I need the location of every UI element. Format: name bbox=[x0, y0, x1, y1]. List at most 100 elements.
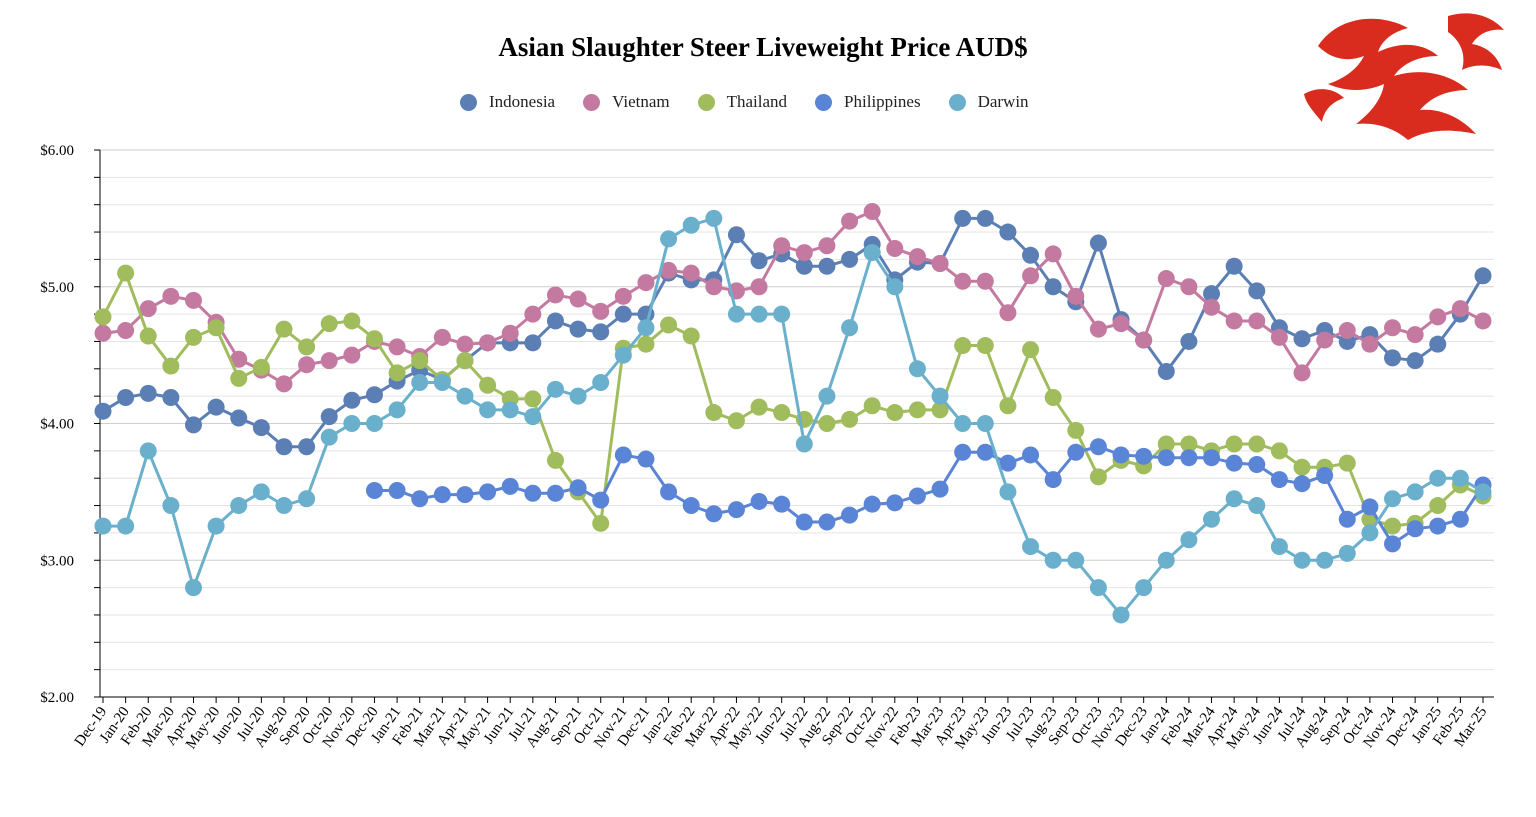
point-philippines bbox=[727, 501, 745, 519]
point-darwin bbox=[1248, 497, 1266, 515]
legend-item-vietnam[interactable]: Vietnam bbox=[583, 92, 670, 112]
point-indonesia bbox=[320, 408, 338, 426]
point-indonesia bbox=[1203, 285, 1221, 303]
point-darwin bbox=[298, 490, 316, 508]
point-vietnam bbox=[162, 287, 180, 305]
point-thailand bbox=[207, 319, 225, 337]
point-thailand bbox=[637, 335, 655, 353]
legend-item-philippines[interactable]: Philippines bbox=[815, 92, 921, 112]
point-vietnam bbox=[841, 212, 859, 230]
point-vietnam bbox=[501, 324, 519, 342]
point-vietnam bbox=[1022, 267, 1040, 285]
legend-item-indonesia[interactable]: Indonesia bbox=[460, 92, 555, 112]
point-philippines bbox=[411, 490, 429, 508]
legend-swatch bbox=[460, 93, 477, 111]
point-indonesia bbox=[162, 389, 180, 407]
point-vietnam bbox=[682, 264, 700, 282]
legend: Indonesia Vietnam Thailand Philippines Darwi… bbox=[460, 92, 1057, 112]
point-thailand bbox=[94, 308, 112, 326]
point-indonesia bbox=[1089, 234, 1107, 252]
point-thailand bbox=[1022, 341, 1040, 359]
point-darwin bbox=[795, 435, 813, 453]
point-indonesia bbox=[999, 223, 1017, 241]
point-philippines bbox=[569, 479, 587, 497]
point-philippines bbox=[1135, 447, 1153, 465]
point-darwin bbox=[592, 373, 610, 391]
point-vietnam bbox=[1429, 308, 1447, 326]
point-vietnam bbox=[592, 302, 610, 320]
point-thailand bbox=[818, 415, 836, 432]
point-thailand bbox=[546, 451, 564, 469]
point-philippines bbox=[1089, 438, 1107, 456]
point-indonesia bbox=[252, 419, 270, 437]
point-thailand bbox=[275, 320, 293, 338]
point-vietnam bbox=[1044, 245, 1062, 263]
point-darwin bbox=[1270, 538, 1288, 556]
y-tick-label: $2.00 bbox=[40, 690, 74, 706]
point-thailand bbox=[1293, 458, 1311, 476]
point-indonesia bbox=[117, 389, 135, 407]
point-darwin bbox=[569, 387, 587, 405]
legend-item-thailand[interactable]: Thailand bbox=[697, 92, 787, 112]
point-thailand bbox=[320, 315, 338, 333]
point-vietnam bbox=[1112, 315, 1130, 333]
point-vietnam bbox=[750, 278, 768, 296]
point-vietnam bbox=[1361, 335, 1379, 353]
point-vietnam bbox=[456, 335, 474, 353]
point-vietnam bbox=[343, 346, 361, 364]
point-thailand bbox=[1225, 435, 1243, 453]
point-thailand bbox=[388, 364, 406, 382]
point-thailand bbox=[252, 358, 270, 376]
point-darwin bbox=[456, 387, 474, 405]
point-philippines bbox=[1293, 475, 1311, 493]
point-indonesia bbox=[207, 398, 225, 416]
point-thailand bbox=[162, 357, 180, 375]
point-indonesia bbox=[818, 257, 836, 275]
point-darwin bbox=[1338, 544, 1356, 562]
point-darwin bbox=[908, 360, 926, 378]
point-vietnam bbox=[1135, 331, 1153, 349]
point-darwin bbox=[184, 579, 202, 597]
point-darwin bbox=[1316, 551, 1334, 569]
point-darwin bbox=[343, 415, 361, 432]
point-philippines bbox=[682, 497, 700, 515]
point-darwin bbox=[1203, 510, 1221, 528]
point-thailand bbox=[411, 352, 429, 370]
point-thailand bbox=[750, 398, 768, 416]
point-thailand bbox=[1270, 442, 1288, 460]
legend-label: Darwin bbox=[977, 92, 1029, 111]
point-darwin bbox=[682, 216, 700, 234]
point-vietnam bbox=[1248, 312, 1266, 330]
point-philippines bbox=[524, 484, 542, 502]
point-vietnam bbox=[524, 305, 542, 323]
point-vietnam bbox=[433, 328, 451, 346]
point-darwin bbox=[117, 517, 135, 535]
point-indonesia bbox=[1474, 267, 1492, 285]
point-indonesia bbox=[614, 305, 632, 323]
point-vietnam bbox=[569, 290, 587, 308]
point-philippines bbox=[908, 487, 926, 505]
point-indonesia bbox=[954, 209, 972, 227]
point-indonesia bbox=[976, 209, 994, 227]
point-philippines bbox=[660, 483, 678, 501]
point-darwin bbox=[773, 305, 791, 323]
point-vietnam bbox=[230, 350, 248, 368]
point-darwin bbox=[1474, 483, 1492, 501]
point-thailand bbox=[298, 338, 316, 356]
legend-item-darwin[interactable]: Darwin bbox=[948, 92, 1029, 112]
point-philippines bbox=[388, 482, 406, 500]
point-vietnam bbox=[1270, 328, 1288, 346]
point-vietnam bbox=[479, 334, 497, 352]
point-indonesia bbox=[230, 409, 248, 427]
point-philippines bbox=[1044, 471, 1062, 489]
point-philippines bbox=[501, 477, 519, 495]
point-indonesia bbox=[592, 323, 610, 341]
point-indonesia bbox=[1157, 363, 1175, 381]
point-thailand bbox=[365, 330, 383, 348]
point-philippines bbox=[1429, 517, 1447, 535]
point-darwin bbox=[388, 401, 406, 419]
point-darwin bbox=[1157, 551, 1175, 569]
point-indonesia bbox=[275, 438, 293, 456]
point-philippines bbox=[954, 443, 972, 461]
point-darwin bbox=[207, 517, 225, 535]
